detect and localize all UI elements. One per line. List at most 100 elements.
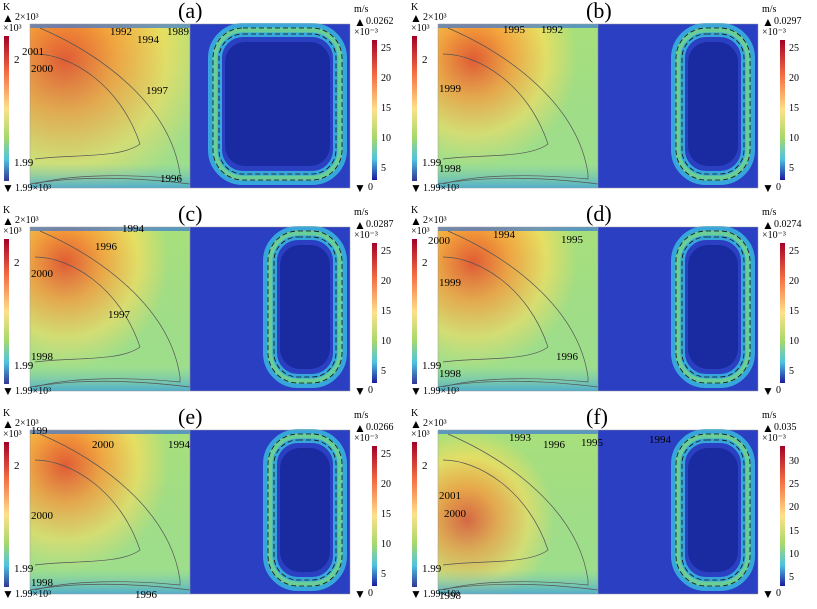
contour-line (34, 459, 141, 566)
vel-min: 0 (776, 385, 781, 396)
vel-tick: 15 (789, 306, 799, 317)
temp-min-marker: ▼ (2, 181, 14, 195)
vel-min-marker: ▼ (354, 587, 366, 601)
vel-min-marker: ▼ (354, 181, 366, 195)
vel-min: 0 (368, 182, 373, 193)
vel-tick: 25 (789, 479, 799, 490)
vel-min-marker: ▼ (762, 181, 774, 195)
vel-unit: m/s (762, 207, 777, 218)
streamline-arrows (273, 439, 337, 581)
streamline-arrows (218, 33, 337, 175)
temp-unit: K (411, 2, 419, 13)
contour-line (437, 177, 599, 185)
contour-label: 2001 (22, 46, 44, 58)
contour-label: 1997 (146, 85, 168, 97)
temp-min-marker: ▼ (410, 181, 422, 195)
panel-label: (a) (178, 0, 203, 23)
vel-tick: 10 (381, 336, 391, 347)
temp-max-marker: ▲ (410, 11, 422, 25)
temp-tick-top: 2 (422, 54, 428, 66)
temperature-colorbar (412, 36, 417, 181)
vel-min-marker: ▼ (354, 384, 366, 398)
vel-multiplier: ×10⁻³ (354, 27, 378, 38)
temp-tick-top: 2 (14, 460, 20, 472)
field-plot-f (412, 429, 785, 595)
contour-label: 1996 (556, 351, 578, 363)
temp-tick-top: 2 (14, 54, 20, 66)
temp-tick-bottom: 1.99 (422, 360, 442, 372)
streamline-arrows (273, 236, 337, 378)
temp-unit: K (411, 408, 419, 419)
contour-label: 1998 (439, 163, 461, 175)
contour-label: 1998 (31, 351, 53, 363)
temp-tick-bottom: 1.99 (422, 157, 442, 169)
vel-multiplier: ×10⁻³ (762, 433, 786, 444)
vel-tick: 25 (381, 449, 391, 460)
temp-min: 1.99×10³ (423, 386, 460, 397)
temperature-colorbar (4, 442, 9, 587)
vel-tick: 20 (381, 276, 391, 287)
velocity-colorbar (372, 40, 377, 180)
vel-tick: 5 (381, 163, 386, 174)
temp-tick-bottom: 1.99 (14, 360, 34, 372)
temp-min-marker: ▼ (410, 384, 422, 398)
temp-tick-bottom: 1.99 (422, 563, 442, 575)
vel-tick: 10 (789, 133, 799, 144)
vel-min-marker: ▼ (762, 587, 774, 601)
panel-d: (d) K ▲ 2×10³ ×10³ 2 1.99 ▼ 1.99×10³ m/s ▲ 0.0274 ×1… (408, 201, 816, 406)
vel-multiplier: ×10⁻³ (354, 433, 378, 444)
temp-min-marker: ▼ (2, 384, 14, 398)
contour-label: 1998 (439, 590, 461, 602)
vel-max-marker: ▲ (354, 218, 366, 232)
vel-tick: 20 (381, 479, 391, 490)
vel-unit: m/s (354, 4, 369, 15)
temp-multiplier: ×10³ (3, 429, 22, 440)
panel-b: (b) K ▲ 2×10³ ×10³ 2 1.99 ▼ 1.99×10³ m/s ▲ 0.0297 ×1… (408, 0, 816, 203)
contour-label: 1994 (649, 434, 671, 446)
streamline-arrows (681, 33, 745, 175)
vel-max: 0.035 (774, 422, 797, 433)
temp-max: 2×10³ (423, 418, 447, 429)
vel-tick: 5 (789, 163, 794, 174)
contour-label: 1998 (31, 577, 53, 589)
vel-max-marker: ▲ (354, 15, 366, 29)
streamline-arrows (681, 439, 745, 581)
vel-unit: m/s (762, 4, 777, 15)
vel-max: 0.0274 (774, 219, 802, 230)
panel-label: (b) (586, 0, 612, 23)
contour-line (437, 380, 599, 388)
panel-e: (e) K ▲ 2×10³ ×10³ 2 1.99 ▼ 1.99×10³ m/s ▲ 0.0266 ×1… (0, 404, 408, 609)
temp-max: 2×10³ (423, 12, 447, 23)
vel-tick: 5 (789, 572, 794, 583)
velocity-colorbar (780, 446, 785, 586)
vel-tick: 15 (381, 103, 391, 114)
temp-min: 1.99×10³ (423, 183, 460, 194)
temp-min: 1.99×10³ (423, 589, 460, 600)
contour-label: 1995 (561, 234, 583, 246)
temp-multiplier: ×10³ (411, 23, 430, 34)
field-plot-b (412, 23, 785, 189)
contour-line (29, 380, 191, 388)
field-plot-d (412, 226, 785, 392)
panel-f: (f) K ▲ 2×10³ ×10³ 2 1.99 ▼ 1.99×10³ m/s ▲ 0.035 ×10… (408, 404, 816, 609)
vel-tick: 15 (789, 103, 799, 114)
temp-min-marker: ▼ (2, 587, 14, 601)
field-plot-a (4, 23, 377, 189)
vel-tick: 20 (789, 502, 799, 513)
vel-max: 0.0262 (366, 16, 394, 27)
temperature-colorbar (4, 239, 9, 384)
vel-tick: 10 (381, 133, 391, 144)
contour-label: 1992 (541, 24, 563, 36)
contour-line (34, 256, 141, 363)
contour-label: 1996 (95, 241, 117, 253)
panel-c: (c) K ▲ 2×10³ ×10³ 2 1.99 ▼ 1.99×10³ m/s ▲ 0.0287 ×1… (0, 201, 408, 406)
contour-label: 1994 (168, 439, 190, 451)
velocity-colorbar (372, 243, 377, 383)
velocity-colorbar (780, 243, 785, 383)
temp-unit: K (3, 408, 11, 419)
contour-label: 1992 (110, 26, 132, 38)
vel-multiplier: ×10⁻³ (354, 230, 378, 241)
contour-label: 1999 (439, 277, 461, 289)
temp-max-marker: ▲ (2, 214, 14, 228)
temp-max-marker: ▲ (410, 417, 422, 431)
